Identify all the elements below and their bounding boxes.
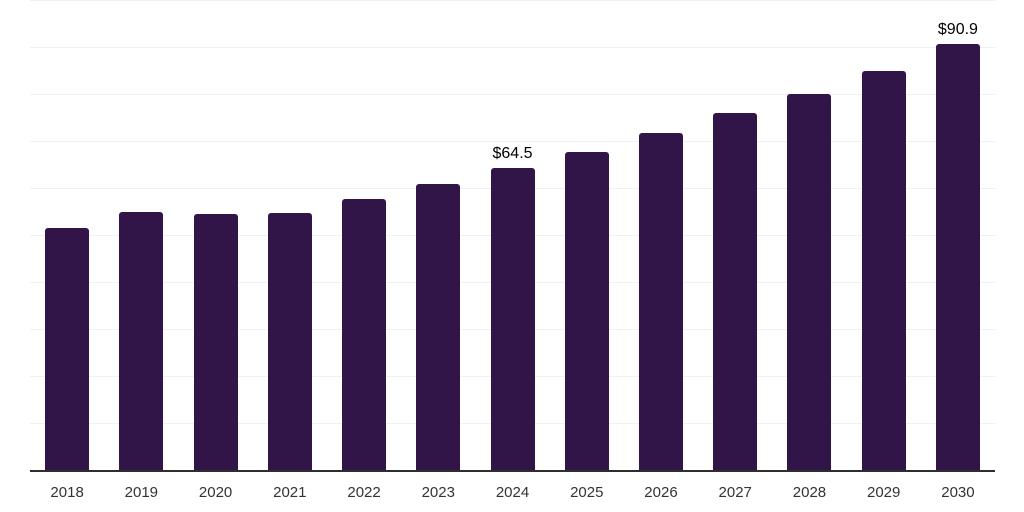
x-tick-label: 2030	[941, 484, 975, 501]
bar-band	[401, 1, 475, 471]
bar-2029	[861, 70, 906, 471]
x-tick-label: 2028	[792, 484, 827, 501]
gridline	[30, 0, 995, 1]
bar-2028	[787, 93, 832, 471]
bar-band	[253, 1, 327, 471]
gridline	[30, 141, 995, 142]
x-tick-label: 2024	[495, 484, 530, 501]
bars-container: $64.5 $90.9	[30, 1, 995, 471]
x-axis-line	[30, 470, 995, 472]
x-tick-label: 2026	[644, 484, 678, 501]
bar-2023	[416, 183, 461, 471]
bar-2025	[564, 151, 609, 471]
bar-2027	[713, 113, 758, 471]
bar-band	[698, 1, 772, 471]
x-tick-label: 2021	[273, 484, 307, 501]
bar-2021	[267, 212, 312, 471]
bar-band	[847, 1, 921, 471]
bar-2019	[119, 212, 164, 471]
bar-band	[30, 1, 104, 471]
bar-band	[624, 1, 698, 471]
bar-2030	[935, 43, 980, 471]
gridline	[30, 47, 995, 48]
bar-value-label: $64.5	[492, 144, 533, 162]
bar-band: $64.5	[475, 1, 549, 471]
gridline	[30, 94, 995, 95]
bar-band	[178, 1, 252, 471]
plot-area: $64.5 $90.9	[30, 0, 995, 471]
x-tick-label: 2019	[124, 484, 159, 501]
x-tick-label: 2023	[421, 484, 455, 501]
bar-band	[772, 1, 846, 471]
x-tick-label: 2029	[867, 484, 901, 501]
bar-2024	[490, 167, 535, 471]
bar-band	[550, 1, 624, 471]
bar-2022	[342, 199, 387, 471]
x-tick-label: 2022	[347, 484, 381, 501]
bar-2018	[45, 228, 90, 471]
bar-band	[327, 1, 401, 471]
x-tick-label: 2027	[718, 484, 752, 501]
x-axis-labels: 2018 2019 2020 2021 2022 2023 2024 2025 2026 2027…	[30, 482, 995, 504]
x-tick-label: 2025	[570, 484, 604, 501]
bar-2026	[638, 132, 683, 471]
bar-band: $90.9	[921, 1, 995, 471]
bar-band	[104, 1, 178, 471]
bar-value-label: $90.9	[937, 20, 978, 38]
bar-2020	[193, 213, 238, 471]
x-tick-label: 2020	[198, 484, 233, 501]
x-tick-label: 2018	[50, 484, 84, 501]
